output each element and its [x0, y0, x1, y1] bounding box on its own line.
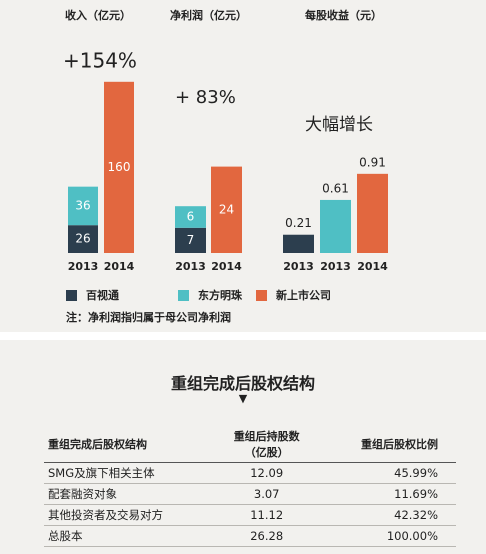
- value-label: 0.61: [322, 181, 349, 195]
- value-label: 7: [187, 233, 195, 247]
- bar: [68, 225, 98, 253]
- value-label: 26: [75, 232, 90, 246]
- chart-title: 收入（亿元）: [65, 8, 131, 22]
- value-label: 0.21: [285, 216, 312, 230]
- cell: 12.09: [215, 462, 319, 484]
- cell: 11.69%: [318, 483, 456, 505]
- value-label: 36: [75, 198, 90, 212]
- legend-label: 百视通: [86, 288, 119, 302]
- header-row: 重组完成后股权结构 重组后持股数 （亿股） 重组后股权比例: [44, 426, 456, 463]
- legend-label: 新上市公司: [276, 288, 331, 302]
- annotation: +154%: [63, 49, 137, 73]
- cell: 配套融资对象: [44, 483, 216, 505]
- x-tick-label: 2013: [283, 260, 314, 273]
- cell: 11.12: [215, 504, 319, 526]
- legend-swatch: [178, 290, 189, 301]
- legend-swatch: [256, 290, 267, 301]
- x-tick-label: 2013: [175, 260, 206, 273]
- cell: 总股本: [44, 525, 216, 547]
- x-tick-label: 2013: [68, 260, 99, 273]
- row: 其他投资者及交易对方 11.12 42.32%: [44, 504, 456, 526]
- table-title: 重组完成后股权结构: [170, 374, 315, 393]
- row: 配套融资对象 3.07 11.69%: [44, 483, 456, 505]
- bar: [175, 206, 206, 228]
- cell: 其他投资者及交易对方: [44, 504, 216, 526]
- bar: [357, 173, 388, 253]
- cell: 3.07: [215, 483, 319, 505]
- x-tick-label: 2014: [357, 260, 388, 273]
- x-tick-label: 2013: [320, 260, 351, 273]
- value-label: 6: [187, 210, 195, 224]
- cell: 26.28: [215, 525, 319, 547]
- legend-label: 东方明珠: [198, 288, 243, 302]
- legend-swatch: [66, 290, 77, 301]
- cell: SMG及旗下相关主体: [44, 462, 216, 484]
- annotation: 大幅增长: [305, 115, 373, 135]
- header-cell: 重组后股权比例: [318, 426, 456, 463]
- bar: [283, 234, 314, 253]
- row: 总股本 26.28 100.00%: [44, 525, 456, 547]
- table: 重组完成后股权结构 重组后持股数 （亿股） 重组后股权比例 SMG及旗下相关主体 12.…: [44, 426, 456, 547]
- chart-title: 净利润（亿元）: [170, 8, 247, 22]
- chart: 收入（亿元） +154% 2013 26 36 2014 160 净利润（亿元） + 83% 20…: [63, 8, 388, 324]
- cell: 45.99%: [318, 462, 456, 484]
- annotation: + 83%: [175, 87, 236, 108]
- chart-title: 每股收益（元）: [305, 8, 382, 22]
- x-tick-label: 2014: [104, 260, 135, 273]
- header-cell: 重组完成后股权结构: [44, 426, 216, 463]
- header-cell: 重组后持股数 （亿股）: [215, 426, 319, 463]
- bar: [211, 166, 242, 253]
- note: 注：净利润指归属于母公司净利润: [66, 310, 231, 324]
- bar: [320, 199, 351, 253]
- value-label: 0.91: [359, 155, 386, 169]
- x-tick-label: 2014: [211, 260, 242, 273]
- bar: [68, 186, 98, 226]
- value-label: 160: [108, 160, 131, 174]
- chart-panel: 收入（亿元） +154% 2013 26 36 2014 160 净利润（亿元） + 83% 20…: [0, 0, 486, 332]
- table-panel: 重组完成后股权结构 ▼ 重组完成后股权结构 重组后持股数 （亿股） 重组后股权比例 S…: [0, 340, 486, 554]
- bar: [104, 81, 134, 253]
- cell: 42.32%: [318, 504, 456, 526]
- cell: 100.00%: [318, 525, 456, 547]
- value-label: 24: [219, 202, 234, 216]
- row: SMG及旗下相关主体 12.09 45.99%: [44, 462, 456, 484]
- bar: [175, 227, 206, 253]
- arrow: ▼: [238, 392, 248, 405]
